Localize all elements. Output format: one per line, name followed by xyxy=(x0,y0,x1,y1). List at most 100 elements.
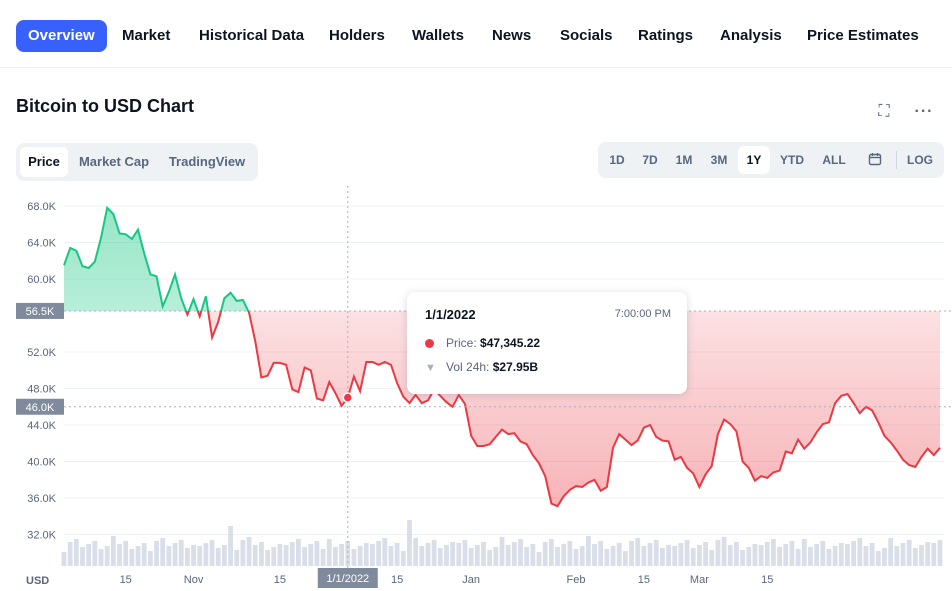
tab-socials[interactable]: Socials xyxy=(560,27,613,44)
volume-bar xyxy=(678,543,684,566)
volume-shield-icon: ▼ xyxy=(425,362,436,374)
volume-bar xyxy=(672,546,678,566)
volume-bar xyxy=(919,545,924,566)
log-toggle[interactable]: LOG xyxy=(907,153,933,167)
x-tick-label: 15 xyxy=(120,574,132,586)
volume-bar xyxy=(209,540,215,566)
volume-bar xyxy=(789,541,795,566)
y-tick-label: 60.0K xyxy=(27,274,56,286)
range-1m[interactable]: 1M xyxy=(675,153,693,167)
volume-bar xyxy=(203,543,209,566)
hover-marker-label: 46.0K xyxy=(26,402,55,414)
volume-bar xyxy=(474,545,480,566)
volume-bar xyxy=(425,543,431,566)
tab-analysis[interactable]: Analysis xyxy=(720,27,782,44)
volume-bar xyxy=(653,540,659,566)
volume-bar xyxy=(339,544,345,566)
volume-bar xyxy=(246,537,252,566)
volume-bar xyxy=(869,543,875,566)
price-dot-icon xyxy=(425,339,434,348)
tab-wallets[interactable]: Wallets xyxy=(412,27,464,44)
range-ytd[interactable]: YTD xyxy=(780,153,804,167)
volume-bar xyxy=(363,543,369,566)
volume-bar xyxy=(832,546,838,566)
tab-ratings[interactable]: Ratings xyxy=(638,27,694,44)
range-3m[interactable]: 3M xyxy=(710,153,728,167)
range-7d[interactable]: 7D xyxy=(642,153,658,167)
volume-bar xyxy=(154,541,159,566)
tab-price-estimates[interactable]: Price Estimates xyxy=(807,27,919,44)
hover-x-marker xyxy=(317,568,378,588)
reference-marker xyxy=(16,302,64,319)
volume-bar xyxy=(888,538,894,566)
x-tick-label: Feb xyxy=(567,574,586,586)
volume-bar xyxy=(487,550,493,566)
tab-market-cap[interactable]: Market Cap xyxy=(78,154,150,169)
range-1d[interactable]: 1D xyxy=(609,153,625,167)
volume-bar xyxy=(376,541,382,566)
price-chart[interactable]: 68.0K 64.0K 60.0K 52.0K 48.0K 44.0K 40.0K 36.0K… xyxy=(0,186,952,591)
tooltip-price-label: Price: xyxy=(446,336,477,350)
x-tick-label: 15 xyxy=(274,574,286,586)
volume-bar xyxy=(555,547,560,566)
volume-bar xyxy=(666,545,671,566)
volume-bar xyxy=(746,547,752,566)
tab-historical-data[interactable]: Historical Data xyxy=(199,27,305,44)
tab-tradingview[interactable]: TradingView xyxy=(168,154,246,169)
volume-bar xyxy=(771,539,776,566)
price-line-down xyxy=(184,310,941,508)
range-1y[interactable]: 1Y xyxy=(738,146,770,174)
volume-bar xyxy=(616,543,622,566)
x-tick-label: 15 xyxy=(761,574,773,586)
tab-news[interactable]: News xyxy=(492,27,532,44)
volume-bar xyxy=(505,545,511,566)
volume-bar xyxy=(518,539,523,566)
volume-bar xyxy=(228,526,233,566)
volume-bar xyxy=(795,549,801,566)
volume-bar xyxy=(845,544,850,566)
volume-bar xyxy=(585,536,591,566)
volume-bar xyxy=(579,546,585,566)
volume-bar xyxy=(160,538,166,566)
tooltip-vol-label: Vol 24h: xyxy=(446,360,490,374)
more-icon[interactable]: ··· xyxy=(914,103,934,120)
volume-bar xyxy=(407,520,412,566)
tooltip-date: 1/1/2022 xyxy=(425,307,476,322)
fullscreen-icon[interactable]: ⛶ xyxy=(878,103,890,120)
volume-bar xyxy=(400,551,406,566)
volume-bar xyxy=(906,540,912,566)
chart-tooltip: 1/1/2022 7:00:00 PM Price: $47,345.22 ▼ V… xyxy=(407,292,687,394)
x-tick-label: Mar xyxy=(690,574,709,586)
volume-bar xyxy=(437,548,443,566)
range-all[interactable]: ALL xyxy=(822,153,846,167)
volume-bar xyxy=(413,538,419,566)
calendar-icon[interactable] xyxy=(860,146,890,174)
hover-x-marker-label: 1/1/2022 xyxy=(326,573,369,585)
volume-bar xyxy=(191,545,196,566)
tab-market[interactable]: Market xyxy=(122,27,171,44)
volume-bar xyxy=(419,546,425,566)
volume-bar xyxy=(610,546,616,566)
volume-bar xyxy=(370,544,375,566)
volume-bar xyxy=(851,541,857,566)
x-tick-label: 15 xyxy=(391,574,403,586)
tab-holders[interactable]: Holders xyxy=(329,27,385,44)
area-fill-up xyxy=(64,207,249,311)
tab-price[interactable]: Price xyxy=(20,147,68,177)
volume-bar xyxy=(271,547,277,566)
y-tick-label: 44.0K xyxy=(27,420,56,432)
y-tick-label: 68.0K xyxy=(27,201,56,213)
volume-bar xyxy=(561,544,567,566)
y-tick-label: 48.0K xyxy=(27,384,56,396)
y-tick-label: 32.0K xyxy=(27,530,56,542)
tab-overview[interactable]: Overview xyxy=(16,20,107,52)
volume-bar xyxy=(61,552,67,566)
volume-bar xyxy=(703,542,708,566)
volume-bar xyxy=(777,547,783,566)
volume-bar xyxy=(92,541,98,566)
volume-bar xyxy=(838,543,844,566)
volume-bar xyxy=(659,548,665,566)
volume-bar xyxy=(289,542,295,566)
tooltip-price-value: $47,345.22 xyxy=(480,336,541,350)
y-tick-label: 40.0K xyxy=(27,457,56,469)
